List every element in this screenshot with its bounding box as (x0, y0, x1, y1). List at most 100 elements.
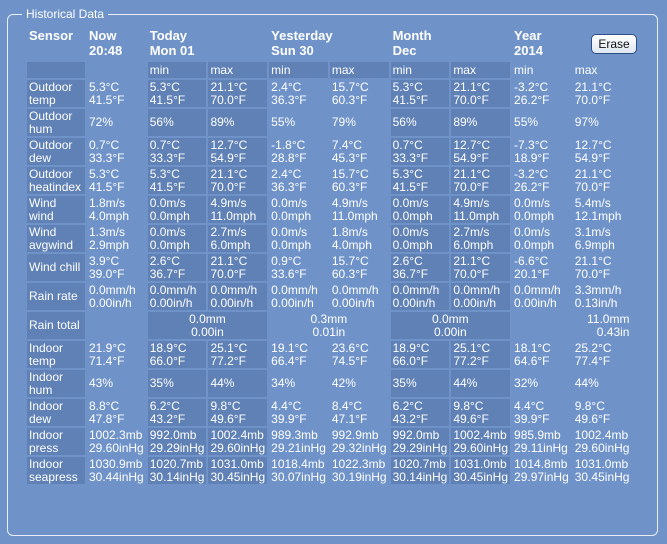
yesterday-min-value: 0.0mm/h 0.00in/h (271, 283, 318, 310)
minmax-row: min max min max min max min max (27, 62, 631, 78)
today-max-value: 0.0mm/h 0.00in/h (208, 283, 268, 310)
month-max-value: 2.7m/s 6.0mph (451, 225, 511, 252)
month-max-label: max (451, 62, 511, 78)
today-max-value: 25.1°C 77.2°F (208, 341, 268, 368)
year-min-value: 4.4°C 39.9°F (514, 399, 550, 426)
year-max-value: 25.2°C 77.4°F (574, 341, 612, 368)
table-row: Outdoor temp 5.3°C 41.5°F 5.3°C 41.5°F 21.1°C… (27, 80, 631, 107)
yesterday-max-value: 4.9m/s 11.0mph (331, 196, 378, 223)
today-min-label: min (147, 62, 207, 78)
yesterday-max-label: max (329, 62, 389, 78)
sensor-label: Wind chill (27, 254, 85, 281)
yesterday-max-value: 8.4°C 47.1°F (331, 399, 368, 426)
month-max-value: 9.8°C 49.6°F (451, 399, 511, 426)
today-min-value: 0.0m/s 0.0mph (147, 225, 207, 252)
today-min-value: 5.3°C 41.5°F (147, 167, 207, 194)
month-min-label: min (390, 62, 450, 78)
today-max-value: 1031.0mb 30.45inHg (208, 457, 268, 484)
sensor-label: Indoor press (27, 428, 85, 455)
header-year: Year 2014 (514, 28, 543, 58)
table-row: Wind wind 1.8m/s 4.0mph 0.0m/s 0.0mph 4.9m/s 1… (27, 196, 631, 223)
yesterday-max-value: 7.4°C 45.3°F (331, 138, 368, 165)
header-now: Now 20:48 (89, 28, 123, 58)
today-max-value: 2.7m/s 6.0mph (208, 225, 268, 252)
yesterday-max-value: 79% (331, 115, 356, 129)
year-max-value: 44% (574, 376, 599, 390)
today-max-value: 1002.4mb 29.60inHg (208, 428, 268, 455)
yesterday-max-value: 23.6°C 74.5°F (331, 341, 369, 368)
year-max-value: 9.8°C 49.6°F (574, 399, 611, 426)
now-value: 0.7°C 33.3°F (89, 138, 125, 165)
yesterday-max-value: 0.0mm/h 0.00in/h (331, 283, 379, 310)
year-min-value: 1014.8mb 29.97inHg (514, 457, 569, 484)
yesterday-min-value: -1.8°C 28.8°F (271, 138, 307, 165)
year-max-value: 21.1°C 70.0°F (574, 167, 612, 194)
sensor-label: Wind avgwind (27, 225, 85, 252)
month-min-value: 0.0m/s 0.0mph (390, 196, 450, 223)
today-max-value: 4.9m/s 11.0mph (208, 196, 268, 223)
today-min-value: 35% (147, 370, 207, 397)
yesterday-max-value: 15.7°C 60.3°F (331, 254, 369, 281)
now-value: 43% (89, 376, 114, 390)
now-value: 72% (89, 115, 114, 129)
today-max-value: 21.1°C 70.0°F (208, 80, 268, 107)
today-min-value: 992.0mb 29.29inHg (147, 428, 207, 455)
yesterday-min-value: 19.1°C 66.4°F (271, 341, 308, 368)
month-max-value: 1002.4mb 29.60inHg (451, 428, 511, 455)
sensor-label: Outdoor dew (27, 138, 85, 165)
table-row: Outdoor heatindex 5.3°C 41.5°F 5.3°C 41.5°F 2… (27, 167, 631, 194)
table-row: Indoor seapress 1030.9mb 30.44inHg 1020.7mb… (27, 457, 631, 484)
today-max-value: 21.1°C 70.0°F (208, 167, 268, 194)
today-max-value: 44% (208, 370, 268, 397)
today-min-value: 1020.7mb 30.14inHg (147, 457, 207, 484)
historical-data-panel (7, 14, 658, 536)
historical-data-table: Sensor Now 20:48 Today Mon 01 Yesterday Sun… (25, 26, 633, 486)
table-row: Indoor hum 43% 35% 44% 34% 42% 35% 44% 32% 44% (27, 370, 631, 397)
yesterday-min-value: 34% (271, 376, 296, 390)
today-max-value: 89% (208, 109, 268, 136)
today-min-value: 2.6°C 36.7°F (147, 254, 207, 281)
month-max-value: 1031.0mb 30.45inHg (451, 457, 511, 484)
header-row: Sensor Now 20:48 Today Mon 01 Yesterday Sun… (27, 28, 631, 60)
table-row: Outdoor dew 0.7°C 33.3°F 0.7°C 33.3°F 12.7°C 5… (27, 138, 631, 165)
year-max-value: 1031.0mb 30.45inHg (574, 457, 630, 484)
now-value: 0.0mm/h 0.00in/h (89, 283, 136, 310)
sensor-label: Indoor seapress (27, 457, 85, 484)
year-min-value: 0.0m/s 0.0mph (514, 196, 555, 223)
yesterday-total-value: 0.3mm 0.01in (310, 312, 348, 339)
today-total-value: 0.0mm 0.00in (147, 312, 268, 339)
yesterday-min-value: 1018.4mb 30.07inHg (271, 457, 326, 484)
year-min-value: 18.1°C 64.6°F (514, 341, 551, 368)
today-min-value: 18.9°C 66.0°F (147, 341, 207, 368)
year-min-value: 32% (514, 376, 539, 390)
year-max-value: 1002.4mb 29.60inHg (574, 428, 630, 455)
today-max-value: 21.1°C 70.0°F (208, 254, 268, 281)
today-min-value: 0.7°C 33.3°F (147, 138, 207, 165)
table-row: Indoor press 1002.3mb 29.60inHg 992.0mb 29.2… (27, 428, 631, 455)
month-min-value: 35% (390, 370, 450, 397)
minmax-now-blank (87, 62, 146, 78)
year-max-label: max (574, 62, 598, 77)
year-total-value: 11.0mm 0.43in (587, 312, 630, 339)
sensor-label: Indoor dew (27, 399, 85, 426)
month-total-value: 0.0mm 0.00in (390, 312, 511, 339)
year-min-value: 985.9mb 29.11inHg (514, 428, 568, 455)
erase-button[interactable]: Erase (591, 34, 637, 54)
table-row: Outdoor hum 72% 56% 89% 55% 79% 56% 89% 55% 97% (27, 109, 631, 136)
year-min-value: -7.3°C 18.9°F (514, 138, 550, 165)
table-row: Wind avgwind 1.3m/s 2.9mph 0.0m/s 0.0mph 2.7m… (27, 225, 631, 252)
sensor-label: Indoor temp (27, 341, 85, 368)
yesterday-min-value: 0.9°C 33.6°F (271, 254, 307, 281)
yesterday-min-value: 0.0m/s 0.0mph (271, 196, 312, 223)
year-max-value: 12.7°C 54.9°F (574, 138, 612, 165)
month-min-value: 0.7°C 33.3°F (390, 138, 450, 165)
yesterday-min-value: 2.4°C 36.3°F (271, 80, 307, 107)
month-max-value: 12.7°C 54.9°F (451, 138, 511, 165)
month-min-value: 5.3°C 41.5°F (390, 80, 450, 107)
table-row: Indoor temp 21.9°C 71.4°F 18.9°C 66.0°F 25.1°… (27, 341, 631, 368)
today-min-value: 5.3°C 41.5°F (147, 80, 207, 107)
yesterday-max-value: 1.8m/s 4.0mph (331, 225, 372, 252)
year-min-value: 0.0m/s 0.0mph (514, 225, 555, 252)
month-min-value: 18.9°C 66.0°F (390, 341, 450, 368)
header-today: Today Mon 01 (149, 28, 195, 58)
